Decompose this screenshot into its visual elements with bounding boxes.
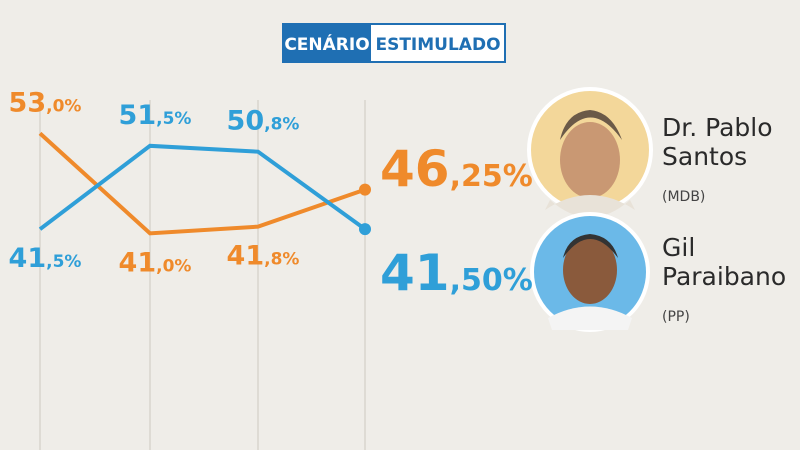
value-label: 50,8% xyxy=(227,106,300,137)
header-tag xyxy=(283,24,371,62)
end-dot xyxy=(359,183,371,196)
series-line xyxy=(38,143,367,231)
photo-1 xyxy=(527,87,653,218)
legend-name: Dr. Pablo Santos xyxy=(662,113,773,171)
value-label: 46,25% xyxy=(380,140,533,198)
legend-name: Gil Paraibano xyxy=(662,233,787,291)
value-label: 41,8% xyxy=(227,241,300,272)
value-label: 53,0% xyxy=(9,87,82,118)
value-label: 41,0% xyxy=(119,247,192,278)
value-label: 41,5% xyxy=(9,243,82,274)
legend-party: (PP) xyxy=(662,309,690,325)
value-label: 41,50% xyxy=(380,244,533,302)
series-line xyxy=(38,131,366,236)
header-right: ESTIMULADO xyxy=(375,35,500,55)
photo-2 xyxy=(530,212,650,332)
value-label: 51,5% xyxy=(119,100,192,131)
end-dot xyxy=(359,223,371,236)
header-left: CENÁRIO xyxy=(284,33,369,55)
legend-party: (MDB) xyxy=(662,189,706,205)
